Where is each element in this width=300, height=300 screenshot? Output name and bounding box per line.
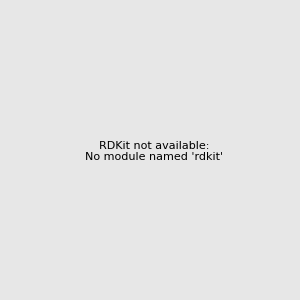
Text: RDKit not available:
No module named 'rdkit': RDKit not available: No module named 'rd… xyxy=(85,141,223,162)
